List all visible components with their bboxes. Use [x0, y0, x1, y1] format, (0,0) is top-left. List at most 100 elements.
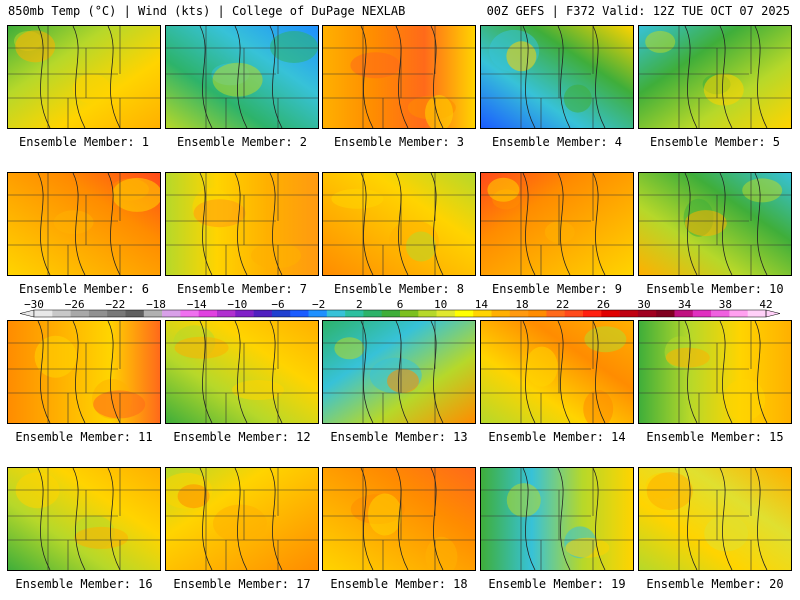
ensemble-member-label: Ensemble Member: 7 — [176, 282, 308, 296]
ensemble-member-panel — [322, 320, 476, 424]
colorbar-segment — [656, 310, 675, 317]
colorbar-segment — [583, 310, 602, 317]
colorbar-segment — [564, 310, 584, 317]
ensemble-member-label: Ensemble Member: 8 — [333, 282, 465, 296]
temperature-colorbar: −30 −26 −22 −18 −14 −10 −6 −2 2 6 10 14 18 22 26 30 34 38… — [19, 298, 781, 318]
ensemble-member-panel — [7, 25, 161, 129]
colorbar-segment — [528, 310, 547, 317]
temperature-map — [481, 26, 633, 128]
ensemble-member-panel — [7, 320, 161, 424]
colorbar-segment — [400, 310, 419, 317]
ensemble-member-panel — [638, 25, 792, 129]
ensemble-member-label: Ensemble Member: 9 — [491, 282, 623, 296]
ensemble-member-panel — [7, 172, 161, 276]
temperature-map — [166, 468, 318, 570]
colorbar-tick-label: −18 — [146, 298, 166, 311]
colorbar-segment — [107, 310, 126, 317]
colorbar-segment — [491, 310, 511, 317]
colorbar-tick-label: 34 — [678, 298, 692, 311]
colorbar-tick-label: 38 — [719, 298, 732, 311]
colorbar-segment — [601, 310, 620, 317]
colorbar-segment — [619, 310, 639, 317]
colorbar-segment — [747, 310, 767, 317]
colorbar-segment — [52, 310, 71, 317]
colorbar-segment — [235, 310, 254, 317]
ensemble-member-panel — [165, 467, 319, 571]
ensemble-member-panel — [480, 25, 634, 129]
colorbar-segment — [674, 310, 694, 317]
colorbar-segment — [308, 310, 328, 317]
colorbar-segment — [125, 310, 145, 317]
ensemble-member-label: Ensemble Member: 10 — [646, 282, 784, 296]
colorbar-segment — [454, 310, 474, 317]
colorbar-segment — [198, 310, 218, 317]
temperature-map — [166, 173, 318, 275]
temperature-map — [639, 173, 791, 275]
temperature-map — [639, 468, 791, 570]
temperature-map — [166, 321, 318, 423]
colorbar-tick-label: 14 — [475, 298, 489, 311]
ensemble-member-panel — [480, 467, 634, 571]
valid-time: 00Z GEFS | F372 Valid: 12Z TUE OCT 07 20… — [486, 4, 790, 18]
colorbar-segment — [345, 310, 364, 317]
ensemble-member-panel — [480, 320, 634, 424]
ensemble-member-panel — [638, 172, 792, 276]
colorbar-tick-label: −10 — [227, 298, 247, 311]
temperature-map — [8, 468, 160, 570]
ensemble-member-label: Ensemble Member: 14 — [488, 430, 626, 444]
colorbar-tick-label: −26 — [65, 298, 85, 311]
colorbar-segment — [729, 310, 748, 317]
ensemble-member-panel — [480, 172, 634, 276]
temperature-map — [639, 321, 791, 423]
colorbar-segment — [70, 310, 90, 317]
ensemble-member-panel — [7, 467, 161, 571]
ensemble-member-label: Ensemble Member: 5 — [649, 135, 781, 149]
temperature-map — [8, 321, 160, 423]
ensemble-member-label: Ensemble Member: 1 — [18, 135, 150, 149]
ensemble-member-panel — [165, 172, 319, 276]
ensemble-member-label: Ensemble Member: 19 — [488, 577, 626, 591]
colorbar-segment — [88, 310, 108, 317]
ensemble-member-label: Ensemble Member: 11 — [15, 430, 153, 444]
colorbar-tick-label: 10 — [434, 298, 447, 311]
colorbar-tick-label: 22 — [556, 298, 569, 311]
colorbar-tick-label: 2 — [356, 298, 363, 311]
ensemble-member-label: Ensemble Member: 16 — [15, 577, 153, 591]
colorbar-segment — [381, 310, 401, 317]
colorbar-segment — [271, 310, 291, 317]
ensemble-member-label: Ensemble Member: 20 — [646, 577, 784, 591]
colorbar-tick-label: 18 — [515, 298, 528, 311]
ensemble-member-panel — [165, 320, 319, 424]
colorbar-tick-label: 30 — [637, 298, 650, 311]
temperature-map — [323, 468, 475, 570]
colorbar-tick-label: −6 — [271, 298, 284, 311]
ensemble-member-panel — [638, 467, 792, 571]
colorbar-tick-label: −22 — [105, 298, 125, 311]
colorbar-tick-label: 6 — [397, 298, 404, 311]
temperature-map — [8, 173, 160, 275]
temperature-map — [323, 26, 475, 128]
colorbar-segment — [637, 310, 657, 317]
colorbar-segment — [180, 310, 199, 317]
temperature-map — [323, 321, 475, 423]
colorbar-arrow-right — [765, 309, 781, 318]
colorbar-segment — [473, 310, 492, 317]
colorbar-segment — [217, 310, 236, 317]
colorbar-tick-label: 42 — [759, 298, 772, 311]
colorbar-tick-label: −30 — [24, 298, 44, 311]
colorbar-segment — [290, 310, 309, 317]
colorbar-segment — [509, 310, 529, 317]
ensemble-member-label: Ensemble Member: 3 — [333, 135, 465, 149]
temperature-map — [166, 26, 318, 128]
colorbar-segment — [363, 310, 382, 317]
temperature-map — [639, 26, 791, 128]
colorbar-segment — [143, 310, 163, 317]
colorbar-segment — [692, 310, 712, 317]
colorbar-tick-label: 26 — [597, 298, 610, 311]
map-title: 850mb Temp (°C) | Wind (kts) | College o… — [8, 4, 406, 18]
ensemble-member-panel — [322, 467, 476, 571]
ensemble-member-label: Ensemble Member: 18 — [330, 577, 468, 591]
ensemble-member-label: Ensemble Member: 6 — [18, 282, 150, 296]
ensemble-member-panel — [322, 25, 476, 129]
temperature-map — [481, 468, 633, 570]
